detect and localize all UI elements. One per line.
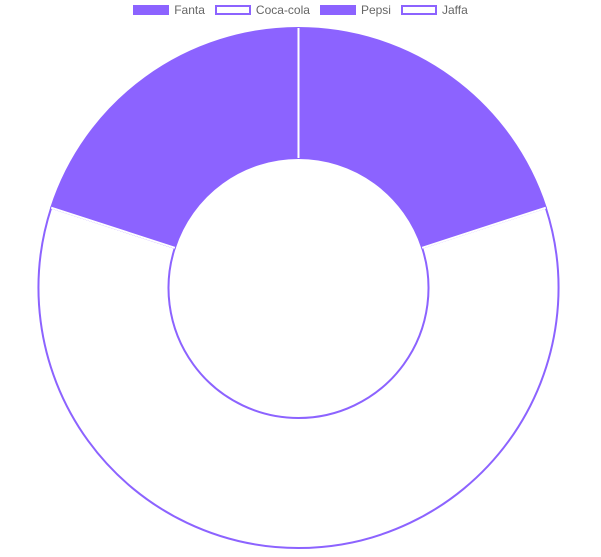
slice-pepsi[interactable] (49, 26, 300, 250)
legend-item-pepsi[interactable]: Pepsi (319, 3, 391, 17)
legend-swatch-pepsi (319, 5, 356, 15)
legend-item-jaffa[interactable]: Jaffa (400, 3, 468, 17)
legend-swatch-jaffa (400, 5, 437, 15)
slice-fanta[interactable] (297, 26, 548, 250)
slice-separator (421, 206, 547, 249)
legend-label-jaffa: Jaffa (441, 3, 468, 17)
slice-separator (50, 206, 176, 249)
legend-swatch-coca-cola (214, 5, 251, 15)
legend-swatch-fanta (133, 5, 170, 15)
legend-label-pepsi: Pepsi (360, 3, 391, 17)
legend-label-coca-cola: Coca-cola (255, 3, 310, 17)
slice-coca-cola[interactable] (37, 206, 560, 549)
chart-legend: Fanta Coca-cola Pepsi Jaffa (0, 1, 601, 19)
legend-item-fanta[interactable]: Fanta (133, 3, 205, 17)
legend-item-coca-cola[interactable]: Coca-cola (214, 3, 310, 17)
legend-label-fanta: Fanta (174, 3, 205, 17)
